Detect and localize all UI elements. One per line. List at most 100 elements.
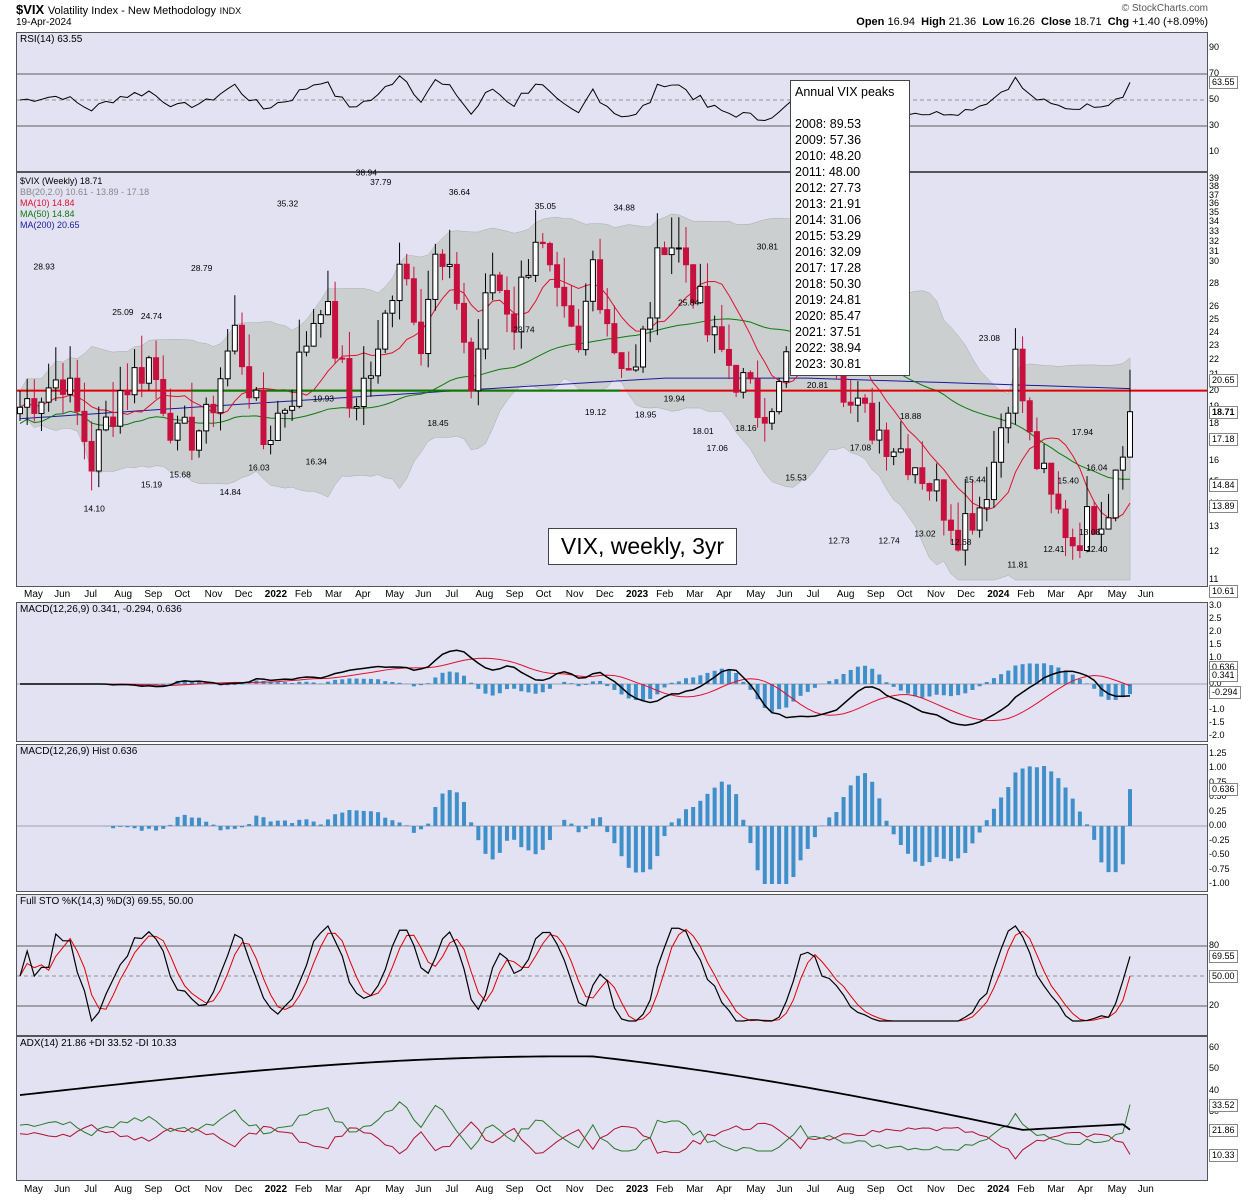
macd-bar [490,684,495,696]
price-tick: 39 [1209,173,1220,183]
macd-bar [504,684,509,690]
macd-bar [970,684,975,691]
candle-body [446,263,453,267]
macd-bar [999,674,1004,684]
macd-bar [884,682,889,684]
macd-bar [354,678,359,684]
macd-bar [669,682,674,684]
candle-body [1062,508,1069,539]
price-label: 18.88 [900,411,922,421]
rsi-panel: RSI(14) 63.55 [16,32,1208,172]
month-label: Apr [716,589,732,600]
macd-label: MACD(12,26,9) 0.341, -0.294, 0.636 [20,604,182,615]
candle-body [24,398,31,408]
macd-value-tag: 0.341 [1209,669,1238,683]
price-tick: 25 [1209,313,1220,324]
annual-peak-item: 2020: 85.47 [795,309,862,323]
candle-body [1019,348,1026,402]
rsi-tick: 10 [1209,146,1220,156]
macd-bar [225,684,230,686]
macd-bar [762,684,767,709]
hist-bar [834,812,839,826]
candle-body [439,253,446,267]
macd-bar [540,684,545,693]
candle-body [1127,411,1133,458]
month-label: Aug [475,589,494,600]
candle-body [561,286,568,307]
month-label: May [1107,1184,1127,1195]
hist-bar [304,819,309,826]
macd-bar [1085,683,1090,684]
annual-peak-item: 2016: 32.09 [795,245,862,259]
hist-bar [1006,787,1011,826]
macd-bar [641,684,646,700]
price-tick: 36 [1209,198,1220,209]
hist-bar [805,826,810,849]
hist-bar [898,826,903,846]
month-label: Oct [174,589,191,600]
candle-body [102,416,109,431]
month-label: Apr [716,1184,732,1195]
candle-body [117,390,124,427]
macd-bar [583,684,588,685]
legend-ma50: MA(50) 14.84 [20,209,75,219]
hist-bar [991,808,996,826]
close-label: Close [1041,16,1071,28]
hist-bar [812,826,817,838]
macd-bar [247,683,252,684]
macd-bar [383,681,388,684]
hist-bar [755,826,760,871]
month-label: Aug [836,589,855,600]
month-label: May [746,589,766,600]
macd-bar [633,684,638,701]
macd-bar [619,684,624,695]
macd-bar [777,684,782,710]
candle-body [919,467,926,485]
hist-bar [354,810,359,826]
month-label: Feb [1017,1184,1035,1195]
macd-bar [941,684,946,696]
macd-bar [569,683,574,684]
hist-bar [1027,766,1032,826]
hist-bar [1113,826,1118,873]
hist-bar [361,810,366,826]
hist-bar [977,826,982,833]
hist-bar [390,820,395,826]
candle-body [1098,528,1105,535]
candle-body [253,389,260,399]
macd-bar [340,679,345,684]
candle-body [124,390,131,396]
month-label: Mar [686,1184,704,1195]
candle-body [654,247,661,319]
candle-body [969,513,976,531]
sto-panel: Full STO %K(14,3) %D(3) 69.55, 50.00 [16,894,1208,1036]
hist-bar [605,826,610,833]
hist-bar [762,826,767,884]
candle-body [188,416,195,451]
hist-bar [698,800,703,826]
month-label: Sep [144,589,163,600]
macd-tick: -1.5 [1209,717,1225,727]
macd-bar [741,681,746,684]
month-label: Aug [114,589,133,600]
month-label: Jun [415,1184,432,1195]
annual-peak-item: 2021: 37.51 [795,325,862,339]
month-label: Nov [927,589,945,600]
hist-bar [956,826,961,859]
hist-bar [1070,798,1075,826]
macd-bar [913,684,918,697]
hist-bar [855,775,860,826]
macd-bar [1120,684,1125,698]
candle-body [260,389,267,445]
hist-bar [863,773,868,826]
candle-body [239,324,245,368]
candle-body [203,403,210,432]
macd-bar [1070,674,1075,684]
macd-bar [454,672,459,684]
hist-bar [1020,768,1025,826]
candle-body [324,301,331,316]
hist-bar [447,790,452,826]
sto-value-tag: 69.55 [1209,950,1238,964]
hist-bar [870,781,875,826]
